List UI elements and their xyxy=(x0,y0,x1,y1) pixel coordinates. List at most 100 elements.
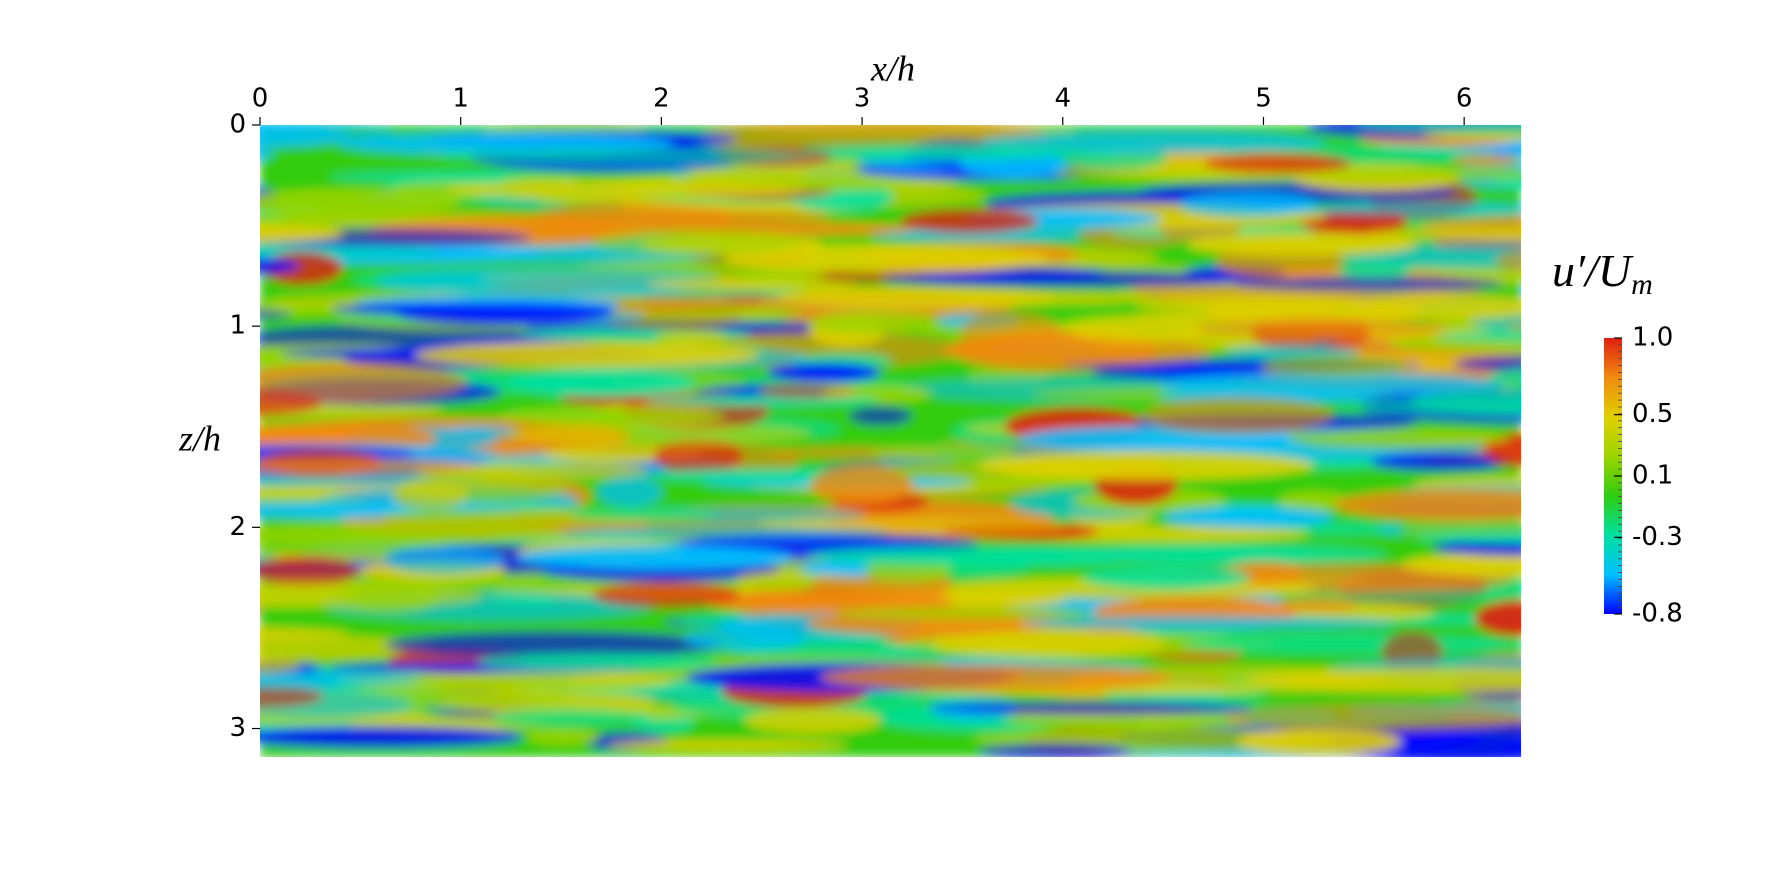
field-streak xyxy=(1487,367,1521,389)
colorbar-tick-label: 1.0 xyxy=(1632,323,1673,353)
field-streak xyxy=(527,210,831,223)
field-streak xyxy=(899,208,1039,234)
field-streak xyxy=(260,125,348,149)
field-streak xyxy=(1222,703,1521,732)
field-streak xyxy=(1434,330,1521,343)
field-streak xyxy=(445,179,805,200)
field-streak xyxy=(1285,428,1511,447)
field-streak xyxy=(1059,148,1167,170)
field-streak xyxy=(1491,173,1521,189)
field-streak xyxy=(1274,166,1521,181)
x-tick-label: 5 xyxy=(1255,84,1272,114)
field-streak xyxy=(260,656,301,674)
field-streak xyxy=(1240,202,1521,216)
field-streak xyxy=(806,546,1152,566)
x-tick-label: 1 xyxy=(452,84,469,114)
y-tick-label: 3 xyxy=(229,713,246,743)
field-streak xyxy=(1337,262,1412,279)
field-streak xyxy=(260,555,278,562)
field-streak xyxy=(1182,633,1503,655)
field-streak xyxy=(260,669,421,688)
field-streak xyxy=(704,590,954,614)
field-streak xyxy=(176,587,250,601)
field-streak xyxy=(1433,538,1521,556)
colorbar xyxy=(1604,338,1622,614)
colorbar-label: u′/Um xyxy=(1552,245,1653,301)
field-streak xyxy=(1277,597,1360,612)
field-streak xyxy=(559,526,889,538)
field-streak xyxy=(959,311,1061,354)
field-streak xyxy=(260,257,300,275)
field-streak xyxy=(260,609,261,612)
field-streak xyxy=(1408,388,1521,416)
field-streak xyxy=(870,229,1101,241)
field-streak xyxy=(758,383,857,400)
field-streak xyxy=(591,581,741,609)
field-streak xyxy=(1414,532,1521,544)
field-streak xyxy=(260,188,461,217)
field-streak xyxy=(867,445,1017,460)
field-streak xyxy=(1505,323,1521,334)
field-streak xyxy=(1401,552,1521,577)
field-streak xyxy=(260,458,473,474)
y-tick-label: 0 xyxy=(229,110,246,140)
field-streak xyxy=(260,149,274,159)
field-streak xyxy=(1333,488,1521,521)
field-streak xyxy=(930,702,1253,716)
field-streak xyxy=(331,302,616,316)
field-streak xyxy=(881,271,1248,287)
field-streak xyxy=(414,341,760,369)
field-streak xyxy=(606,739,849,751)
field-streak xyxy=(1370,452,1513,471)
field-streak xyxy=(776,286,1056,310)
field-streak xyxy=(260,390,322,417)
colorbar-label-main: u′/U xyxy=(1552,245,1634,296)
field-streak xyxy=(654,329,728,343)
field-streak xyxy=(801,143,1070,161)
field-streak xyxy=(260,556,359,587)
field-streak xyxy=(1366,226,1521,242)
field-streak xyxy=(743,707,882,735)
field-streak xyxy=(1453,356,1521,372)
y-tick-label: 1 xyxy=(229,311,246,341)
field-streak xyxy=(1185,232,1418,257)
field-streak xyxy=(260,726,523,748)
colorbar-tick-label: 0.1 xyxy=(1632,461,1673,491)
field-streak xyxy=(819,664,1173,691)
colorbar-tick-label: -0.8 xyxy=(1632,599,1683,629)
field-streak xyxy=(976,450,1313,481)
y-tick-label: 2 xyxy=(229,512,246,542)
field-streak xyxy=(260,626,349,641)
field-streak xyxy=(835,606,1090,620)
field-streak xyxy=(476,653,719,671)
field-streak xyxy=(506,422,812,446)
field-streak xyxy=(849,406,912,426)
field-streak xyxy=(1193,318,1449,338)
x-axis-label: x/h xyxy=(870,48,915,88)
field-streak xyxy=(723,245,1050,273)
field-streak xyxy=(391,480,469,510)
field-streak xyxy=(525,728,601,746)
field-streak xyxy=(1244,667,1521,694)
y-axis-label: z/h xyxy=(178,418,221,458)
field-streak xyxy=(1236,728,1402,756)
field xyxy=(141,125,1521,757)
field-streak xyxy=(653,438,744,475)
field-streak xyxy=(1502,739,1521,757)
field-streak xyxy=(734,570,816,593)
colorbar-tick-label: -0.3 xyxy=(1632,522,1683,552)
field-streak xyxy=(1261,355,1409,376)
field-streak xyxy=(646,278,859,290)
field-streak xyxy=(590,228,801,256)
field-streak xyxy=(1162,506,1333,528)
field-streak xyxy=(490,708,650,727)
field-streak xyxy=(260,225,344,243)
field-streak xyxy=(569,506,721,522)
field-streak xyxy=(809,466,913,505)
field-streak xyxy=(141,566,219,586)
field-streak xyxy=(1067,316,1209,344)
colorbar-label-sub: m xyxy=(1631,268,1653,301)
field-streak xyxy=(500,406,726,426)
field-streak xyxy=(1232,276,1504,291)
